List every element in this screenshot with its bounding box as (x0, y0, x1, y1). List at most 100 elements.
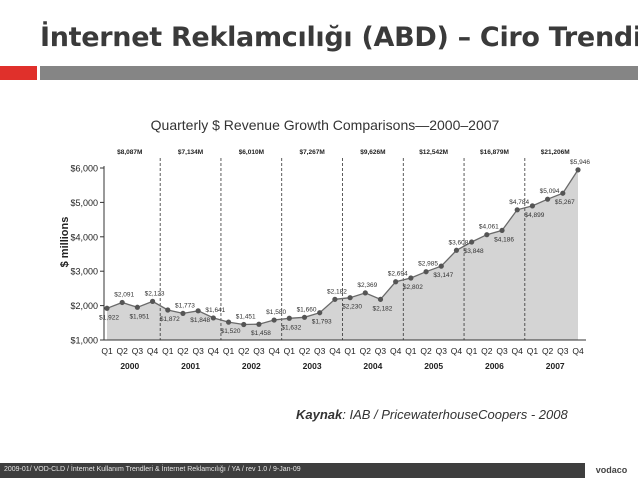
data-point (332, 296, 338, 302)
x-tick-label: Q1 (162, 346, 174, 356)
data-point (241, 321, 247, 328)
x-tick-label: Q4 (390, 346, 402, 356)
point-label: $1,660 (297, 306, 317, 313)
year-label: 2007 (546, 361, 565, 371)
data-point (469, 239, 475, 245)
source-label: Kaynak (296, 407, 343, 422)
data-point (256, 321, 262, 327)
point-label: $2,694 (388, 271, 408, 278)
x-tick-label: Q2 (420, 346, 432, 356)
point-label: $1,641 (205, 307, 225, 314)
data-point (514, 207, 520, 213)
x-tick-label: Q1 (101, 346, 113, 356)
data-point (301, 314, 308, 320)
year-label: 2002 (242, 361, 261, 371)
data-point (575, 167, 581, 173)
y-tick-label: $3,000 (70, 267, 98, 277)
x-tick-label: Q1 (405, 346, 417, 356)
year-label: 2005 (424, 361, 443, 371)
x-tick-label: Q4 (512, 346, 524, 356)
annual-total-label: $8,087M (117, 149, 142, 156)
point-label: $3,848 (464, 248, 484, 255)
data-point (393, 279, 399, 285)
title-accent-bar (0, 66, 37, 80)
data-point (286, 315, 292, 321)
point-label: $1,580 (266, 309, 286, 316)
data-point (210, 315, 216, 321)
x-tick-label: Q4 (451, 346, 463, 356)
logo-text: vodaco (595, 465, 628, 475)
x-tick-label: Q4 (147, 346, 159, 356)
footer-text: 2009-01/ VOD-CLD / İnternet Kullanım Tre… (4, 466, 301, 473)
data-point (165, 307, 171, 313)
x-tick-label: Q3 (557, 346, 569, 356)
point-label: $1,793 (312, 319, 332, 326)
x-tick-label: Q1 (284, 346, 296, 356)
x-tick-label: Q2 (238, 346, 250, 356)
x-tick-label: Q3 (314, 346, 326, 356)
x-tick-label: Q2 (360, 346, 372, 356)
x-tick-label: Q4 (268, 346, 280, 356)
data-point (225, 319, 232, 325)
point-label: $1,951 (129, 313, 149, 320)
point-label: $2,182 (327, 288, 347, 295)
x-tick-label: Q4 (572, 346, 584, 356)
data-point (362, 290, 368, 296)
source-note: Kaynak: IAB / PricewaterhouseCoopers - 2… (296, 407, 568, 422)
year-label: 2004 (363, 361, 382, 371)
point-label: $1,451 (236, 313, 256, 320)
x-tick-label: Q3 (132, 346, 144, 356)
point-label: $5,094 (540, 188, 560, 195)
x-tick-label: Q1 (527, 346, 539, 356)
point-label: $2,369 (357, 282, 377, 289)
data-point (119, 299, 125, 306)
data-point (347, 295, 353, 301)
title-divider-bar (40, 66, 638, 80)
x-tick-label: Q3 (375, 346, 387, 356)
annual-total-label: $9,626M (360, 149, 385, 156)
point-label: $2,802 (403, 284, 423, 291)
data-point (149, 298, 156, 304)
x-tick-label: Q1 (223, 346, 235, 356)
point-label: $1,872 (160, 316, 180, 323)
company-logo: vodaco (585, 463, 638, 478)
point-label: $1,458 (251, 330, 271, 337)
x-tick-label: Q4 (208, 346, 220, 356)
point-label: $3,147 (433, 272, 453, 279)
revenue-line (106, 169, 579, 326)
point-label: $2,230 (342, 304, 362, 311)
point-label: $5,267 (555, 199, 575, 206)
y-tick-label: $4,000 (70, 232, 98, 242)
data-point (529, 203, 536, 209)
slide-title: İnternet Reklamcılığı (ABD) – Ciro Trend… (40, 22, 638, 53)
x-tick-label: Q4 (329, 346, 341, 356)
point-label: $1,520 (221, 328, 241, 335)
x-tick-label: Q2 (117, 346, 129, 356)
point-label: $4,186 (494, 236, 514, 243)
y-tick-label: $5,000 (70, 198, 98, 208)
year-label: 2001 (181, 361, 200, 371)
x-tick-label: Q2 (177, 346, 189, 356)
point-label: $1,922 (99, 314, 119, 321)
data-point (499, 227, 505, 234)
footer-bar (0, 463, 638, 478)
point-label: $1,632 (281, 324, 301, 331)
year-label: 2000 (120, 361, 139, 371)
annual-total-label: $6,010M (239, 149, 264, 156)
source-text: : IAB / PricewaterhouseCoopers - 2008 (342, 407, 568, 422)
data-point (408, 275, 414, 281)
data-point (271, 317, 277, 323)
data-point (180, 310, 186, 317)
point-label: $1,773 (175, 302, 195, 309)
point-label: $1,848 (190, 317, 210, 324)
annual-total-label: $7,267M (299, 149, 324, 156)
x-tick-label: Q3 (436, 346, 448, 356)
x-tick-label: Q3 (496, 346, 508, 356)
data-point (134, 304, 140, 310)
data-point (560, 190, 566, 196)
data-point (438, 263, 444, 269)
point-label: $4,061 (479, 224, 499, 231)
year-label: 2003 (303, 361, 322, 371)
data-point (104, 305, 110, 311)
annual-total-label: $16,879M (480, 149, 509, 156)
